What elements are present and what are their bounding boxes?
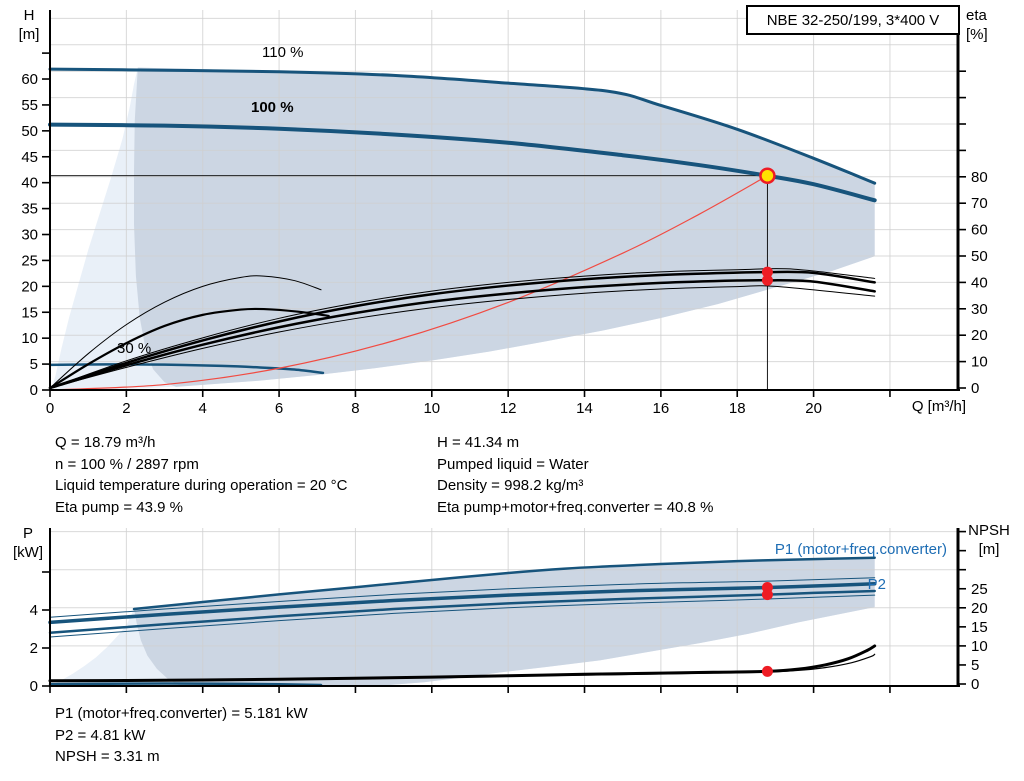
x-tick-label: 2 <box>122 400 130 417</box>
right-tick-label: 50 <box>971 248 988 265</box>
right-tick-label: 5 <box>971 657 979 674</box>
p2-dot <box>761 589 773 601</box>
left-tick-label: 25 <box>21 252 38 269</box>
label-110pct: 110 % <box>262 44 303 61</box>
x-tick-label: 20 <box>805 400 822 417</box>
left-tick-label: 15 <box>21 304 38 321</box>
qh-eta-chart: 0 2 4 6 8 10 12 14 16 18 20 0 5 10 15 20 25 30 35 40 45 50 55 6… <box>21 10 988 417</box>
q-axis-label: Q [m³/h] <box>911 398 966 415</box>
right-tick-label: 15 <box>971 619 988 636</box>
right-tick-label: 60 <box>971 222 988 239</box>
left-tick-label: 4 <box>30 602 38 619</box>
x-tick-label: 16 <box>653 400 670 417</box>
pump-title: NBE 32-250/199, 3*400 V <box>766 11 940 29</box>
eta-30pct-thin <box>49 275 322 389</box>
x-tick-label: 18 <box>729 400 746 417</box>
p-axis-label: P [kW] <box>13 525 43 561</box>
curve-30pct <box>48 363 325 375</box>
right-tick-label: 40 <box>971 274 988 291</box>
eta-axis-label: eta [%] <box>966 7 988 43</box>
power-npsh-chart: 0 2 4 0 5 10 15 20 25 P1 (motor+freq.converter) P2 <box>30 528 988 695</box>
p2-100pct <box>48 589 876 635</box>
info-line: Eta pump+motor+freq.converter = 40.8 % <box>437 498 714 516</box>
duty-info-right: H = 41.34 m Pumped liquid = Water Density … <box>437 432 713 518</box>
left-tick-label: 5 <box>30 356 38 373</box>
left-tick-label: 60 <box>21 71 38 88</box>
info-line: Q = 18.79 m³/h <box>55 434 156 451</box>
left-tick-label: 0 <box>30 382 38 399</box>
eta-pump-thin <box>49 268 876 389</box>
right-tick-label: 0 <box>971 676 979 693</box>
duty-info-left: Q = 18.79 m³/h n = 100 % / 2897 rpm Liquid… <box>55 432 347 518</box>
npsh-thin <box>49 653 876 682</box>
eta-pump-dot <box>761 266 773 278</box>
right-tick-label: 30 <box>971 301 988 318</box>
info-line: n = 100 % / 2897 rpm <box>55 455 199 473</box>
x-tick-label: 8 <box>351 400 359 417</box>
p2-tolerance-thin <box>49 594 876 638</box>
right-tick-label: 25 <box>971 581 988 598</box>
left-tick-label: 40 <box>21 175 38 192</box>
label-30pct: 30 % <box>117 340 151 357</box>
p1-tolerance-thin <box>49 577 876 618</box>
right-tick-label: 70 <box>971 195 988 212</box>
p-envelope-inner <box>133 557 875 686</box>
left-tick-label: 35 <box>21 201 38 218</box>
left-tick-label: 45 <box>21 149 38 166</box>
x-tick-label: 0 <box>46 400 54 417</box>
left-tick-label: 10 <box>21 330 38 347</box>
info-line: Liquid temperature during operation = 20… <box>55 477 348 494</box>
left-tick-label: 0 <box>30 678 38 695</box>
curve-110pct <box>48 67 877 185</box>
info-line: H = 41.34 m <box>437 434 520 451</box>
left-tick-label: 20 <box>21 278 38 295</box>
eta-total-dot <box>761 274 773 286</box>
right-tick-label: 20 <box>971 600 988 617</box>
label-p1: P1 (motor+freq.converter) <box>775 541 947 558</box>
pump-title-box: NBE 32-250/199, 3*400 V <box>746 5 960 35</box>
p-30pct <box>48 682 323 687</box>
npsh-axis-label: NPSH [m] <box>968 522 1010 558</box>
x-tick-label: 6 <box>275 400 283 417</box>
right-tick-label: 20 <box>971 327 988 344</box>
info-line: Pumped liquid = Water <box>437 455 589 473</box>
right-tick-label: 80 <box>971 169 988 186</box>
info-line: P2 = 4.81 kW <box>55 726 146 744</box>
system-curve <box>49 175 769 391</box>
left-tick-label: 55 <box>21 97 38 114</box>
envelope-inner <box>133 67 875 387</box>
eta-total-thin <box>49 285 876 389</box>
right-tick-label: 10 <box>971 354 988 371</box>
h-axis-label: H [m] <box>18 7 40 43</box>
info-line: NPSH = 3.31 m <box>55 748 160 765</box>
right-tick-label: 0 <box>971 380 979 397</box>
info-line: Eta pump = 43.9 % <box>55 498 183 516</box>
x-tick-label: 14 <box>576 400 593 417</box>
label-p2: P2 <box>868 576 886 593</box>
left-tick-label: 2 <box>30 640 38 657</box>
info-line: Density = 998.2 kg/m³ <box>437 477 584 494</box>
p1-100pct <box>48 582 877 625</box>
p1-110pct <box>132 556 876 611</box>
x-tick-label: 4 <box>199 400 207 417</box>
duty-point[interactable] <box>759 167 776 184</box>
eta-30pct-thick <box>48 307 330 390</box>
left-tick-label: 30 <box>21 227 38 244</box>
power-info: P1 (motor+freq.converter) = 5.181 kW P2 =… <box>55 703 308 768</box>
label-100pct: 100 % <box>251 99 294 116</box>
right-tick-label: 10 <box>971 638 988 655</box>
x-tick-label: 10 <box>423 400 440 417</box>
left-tick-label: 50 <box>21 123 38 140</box>
info-line: P1 (motor+freq.converter) = 5.181 kW <box>55 705 308 722</box>
x-tick-label: 12 <box>500 400 517 417</box>
npsh-dot <box>761 665 773 677</box>
